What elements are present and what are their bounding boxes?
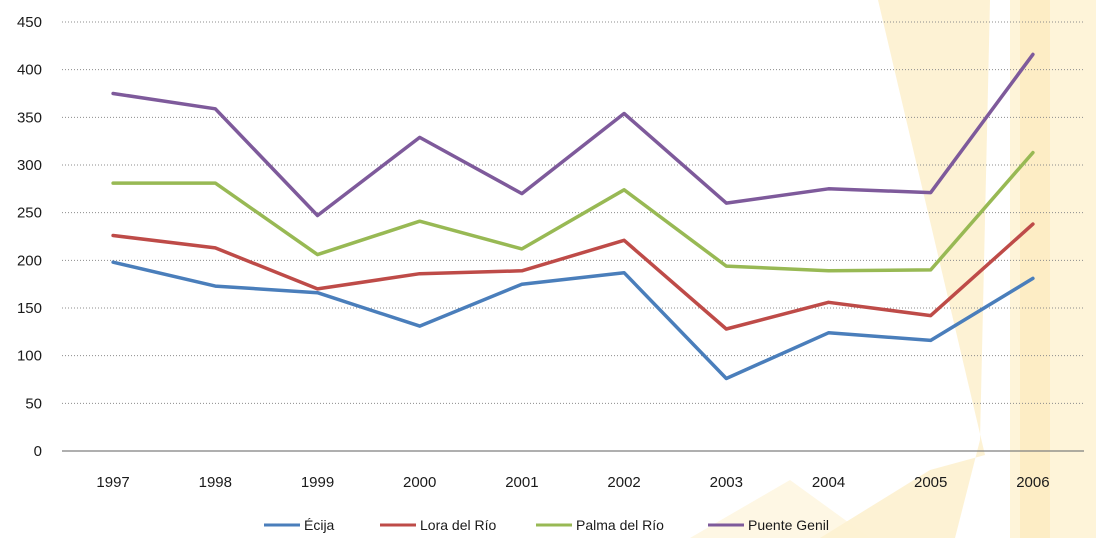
x-tick-label: 2004 <box>812 474 845 491</box>
legend-item: Écija <box>264 517 335 533</box>
legend-item: Palma del Río <box>536 517 664 533</box>
y-tick-label: 200 <box>17 252 42 269</box>
series-line-2 <box>111 222 1035 331</box>
legend-label: Palma del Río <box>576 517 664 533</box>
x-tick-label: 1999 <box>301 474 334 491</box>
legend-label: Puente Genil <box>748 517 829 533</box>
series-line-4 <box>111 52 1035 218</box>
x-tick-label: 2001 <box>505 474 538 491</box>
legend-item: Puente Genil <box>708 517 829 533</box>
x-tick-label: 2002 <box>607 474 640 491</box>
y-tick-label: 400 <box>17 62 42 79</box>
background-decoration <box>690 0 1096 538</box>
x-tick-label: 1997 <box>96 474 129 491</box>
series-lines <box>111 52 1035 381</box>
x-tick-labels: 1997 1998 1999 2000 2001 2002 2003 2004 2005 2006 <box>96 474 1049 491</box>
y-tick-label: 0 <box>34 443 42 460</box>
x-tick-label: 2005 <box>914 474 947 491</box>
x-tick-label: 2000 <box>403 474 436 491</box>
y-tick-label: 150 <box>17 300 42 317</box>
x-tick-label: 1998 <box>199 474 232 491</box>
series-line-3 <box>111 150 1035 273</box>
y-tick-label: 100 <box>17 348 42 365</box>
x-tick-label: 2003 <box>710 474 743 491</box>
y-tick-label: 450 <box>17 14 42 31</box>
legend-label: Écija <box>304 517 335 533</box>
y-tick-label: 350 <box>17 109 42 126</box>
series-line-1 <box>111 260 1035 381</box>
y-tick-label: 50 <box>25 395 42 412</box>
legend: Écija Lora del Río Palma del Río Puente Gen… <box>264 517 829 533</box>
x-tick-label: 2006 <box>1016 474 1049 491</box>
y-tick-label: 300 <box>17 157 42 174</box>
y-tick-labels: 0 50 100 150 200 250 300 350 400 450 <box>17 14 42 460</box>
legend-item: Lora del Río <box>380 517 496 533</box>
legend-label: Lora del Río <box>420 517 496 533</box>
gridlines <box>62 21 1084 404</box>
y-tick-label: 250 <box>17 205 42 222</box>
